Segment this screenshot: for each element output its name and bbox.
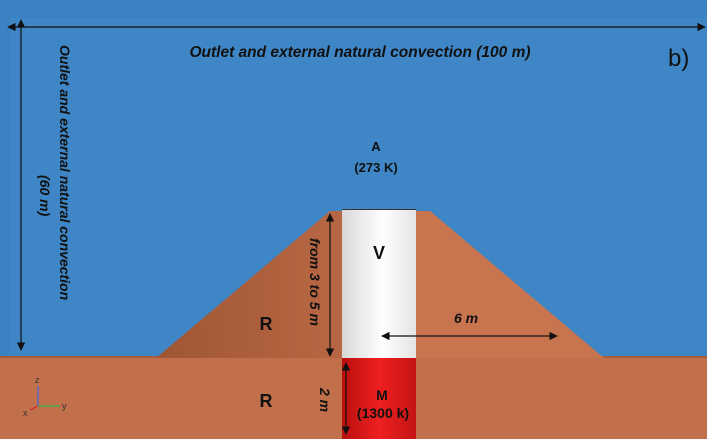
magma-name: M — [376, 387, 388, 403]
magma-chamber — [342, 358, 416, 439]
axis-y-label: y — [62, 401, 67, 411]
cone-height-label: from 3 to 5 m — [307, 238, 323, 326]
magma-depth-label: 2 m — [317, 387, 333, 412]
axis-z-label: z — [35, 375, 40, 385]
vent-label: V — [373, 243, 385, 263]
base-rock-label: R — [260, 391, 273, 411]
atmosphere-temperature: (273 K) — [354, 160, 397, 175]
atmosphere-name: A — [371, 139, 381, 154]
left-boundary-height: (60 m) — [37, 175, 53, 217]
magma-temperature: (1300 k) — [357, 405, 409, 421]
panel-label: b) — [668, 45, 689, 72]
cone-radius-label: 6 m — [454, 310, 478, 326]
left-boundary-label: Outlet and external natural convection — [57, 45, 73, 300]
axis-triad: z y x — [23, 375, 67, 418]
axis-x-label: x — [23, 408, 28, 418]
cone-right-flank — [416, 211, 604, 358]
cone-rock-label: R — [260, 314, 273, 334]
cone-left-flank — [156, 211, 342, 358]
top-boundary-label: Outlet and external natural convection (… — [189, 44, 530, 61]
axis-x-line — [29, 405, 39, 411]
